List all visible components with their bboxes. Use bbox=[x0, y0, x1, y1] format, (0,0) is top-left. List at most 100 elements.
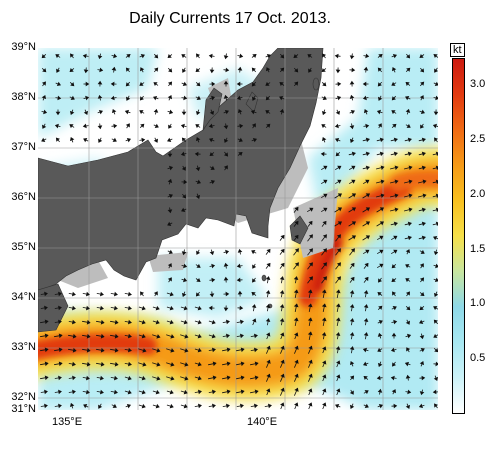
current-arrow-head bbox=[254, 375, 259, 381]
current-arrow-head bbox=[236, 81, 241, 87]
current-arrow-head bbox=[100, 347, 105, 353]
current-arrow-head bbox=[350, 276, 355, 282]
current-arrow-head bbox=[393, 249, 398, 254]
current-arrow-head bbox=[380, 193, 385, 199]
current-arrow-head bbox=[44, 375, 49, 381]
current-arrow-head bbox=[349, 304, 355, 309]
current-arrow-head bbox=[85, 81, 90, 87]
current-arrow-head bbox=[181, 111, 187, 116]
longitude-label: 140°E bbox=[246, 416, 278, 428]
current-arrow-head bbox=[153, 291, 158, 296]
current-arrow-head bbox=[365, 165, 370, 171]
current-arrow-head bbox=[167, 137, 172, 143]
current-arrow-head bbox=[267, 403, 272, 409]
current-arrow-head bbox=[99, 67, 104, 73]
current-arrow-head bbox=[125, 67, 130, 72]
current-arrow-head bbox=[237, 248, 243, 253]
current-arrow-head bbox=[197, 403, 202, 409]
current-arrow-head bbox=[168, 249, 173, 255]
current-arrow-head bbox=[405, 291, 410, 296]
current-arrow-head bbox=[321, 303, 327, 308]
current-arrow-head bbox=[56, 81, 61, 87]
current-arrow-head bbox=[280, 373, 285, 378]
current-arrow-head bbox=[434, 277, 438, 283]
current-arrow-head bbox=[351, 207, 357, 212]
current-arrow-head bbox=[70, 95, 75, 100]
current-arrow-head bbox=[391, 110, 396, 115]
current-arrow-head bbox=[56, 68, 61, 73]
current-arrow-head bbox=[111, 66, 117, 71]
current-arrow-head bbox=[170, 376, 175, 381]
current-arrow-head bbox=[435, 165, 438, 171]
current-arrow-head bbox=[239, 53, 244, 59]
colorbar-tick-label: 2.0 bbox=[470, 187, 486, 200]
current-arrow-head bbox=[180, 151, 185, 157]
current-arrow-head bbox=[433, 54, 438, 59]
current-arrow-head bbox=[379, 207, 385, 212]
current-arrow-head bbox=[196, 95, 201, 100]
current-arrow-head bbox=[309, 207, 314, 212]
current-arrow-head bbox=[280, 262, 285, 268]
current-arrow-head bbox=[421, 235, 426, 241]
current-arrow-head bbox=[211, 81, 216, 87]
current-arrow-head bbox=[362, 347, 368, 353]
current-arrow-head bbox=[167, 209, 173, 214]
current-arrow-head bbox=[114, 319, 119, 325]
current-arrow-head bbox=[307, 289, 313, 294]
current-arrow-head bbox=[336, 388, 341, 393]
current-arrow-head bbox=[168, 124, 173, 129]
colorbar-tick-label: 1.5 bbox=[470, 242, 486, 255]
current-arrow-head bbox=[351, 67, 356, 73]
current-arrow-head bbox=[266, 262, 271, 268]
current-arrow-head bbox=[212, 361, 217, 367]
current-arrow-head bbox=[351, 235, 357, 240]
current-arrow-head bbox=[294, 234, 299, 240]
current-arrow-head bbox=[124, 109, 130, 115]
current-arrow-head bbox=[252, 264, 257, 269]
current-arrow-head bbox=[153, 82, 158, 87]
current-arrow-head bbox=[127, 347, 132, 353]
current-arrow-head bbox=[58, 291, 62, 297]
current-arrow-head bbox=[114, 333, 119, 339]
current-arrow-head bbox=[98, 109, 103, 115]
current-arrow-head bbox=[321, 124, 326, 129]
current-arrow-head bbox=[181, 207, 186, 213]
current-arrow-head bbox=[391, 264, 396, 269]
speed-colorbar bbox=[452, 58, 465, 414]
current-arrow bbox=[432, 195, 438, 198]
current-arrow-head bbox=[111, 109, 117, 114]
current-arrow-head bbox=[156, 376, 161, 381]
current-arrow-head bbox=[265, 67, 271, 72]
current-arrow-head bbox=[307, 317, 313, 322]
current-arrow-head bbox=[393, 221, 398, 227]
current-arrow-head bbox=[393, 319, 398, 325]
current-arrow-head bbox=[434, 348, 438, 353]
current-arrow-head bbox=[308, 262, 313, 267]
current-arrow-head bbox=[41, 137, 46, 143]
current-arrow-head bbox=[156, 362, 161, 367]
current-arrow-head bbox=[140, 123, 145, 128]
current-arrow-head bbox=[58, 333, 63, 339]
current-arrow-head bbox=[349, 375, 355, 380]
colorbar-tick-label: 2.5 bbox=[470, 133, 486, 146]
current-arrow-head bbox=[114, 361, 119, 367]
current-arrow-head bbox=[279, 290, 285, 295]
current-arrow-head bbox=[435, 151, 438, 157]
current-arrow-head bbox=[421, 375, 426, 381]
current-arrow-head bbox=[280, 387, 285, 392]
current-arrow-head bbox=[335, 289, 341, 294]
current-arrow-head bbox=[405, 374, 411, 379]
current-arrow-head bbox=[380, 165, 385, 171]
current-arrow-head bbox=[86, 361, 91, 367]
current-arrow-head bbox=[393, 137, 398, 143]
current-arrow-head bbox=[195, 110, 201, 116]
current-arrow-head bbox=[377, 123, 382, 128]
current-arrow-head bbox=[182, 277, 188, 283]
current-arrow-head bbox=[252, 318, 257, 323]
current-arrow-head bbox=[323, 165, 328, 170]
current-arrow-head bbox=[322, 82, 327, 87]
current-arrow-head bbox=[336, 234, 341, 239]
current-arrow-head bbox=[308, 373, 313, 378]
current-arrow-head bbox=[240, 347, 245, 353]
current-arrow-head bbox=[365, 137, 370, 143]
